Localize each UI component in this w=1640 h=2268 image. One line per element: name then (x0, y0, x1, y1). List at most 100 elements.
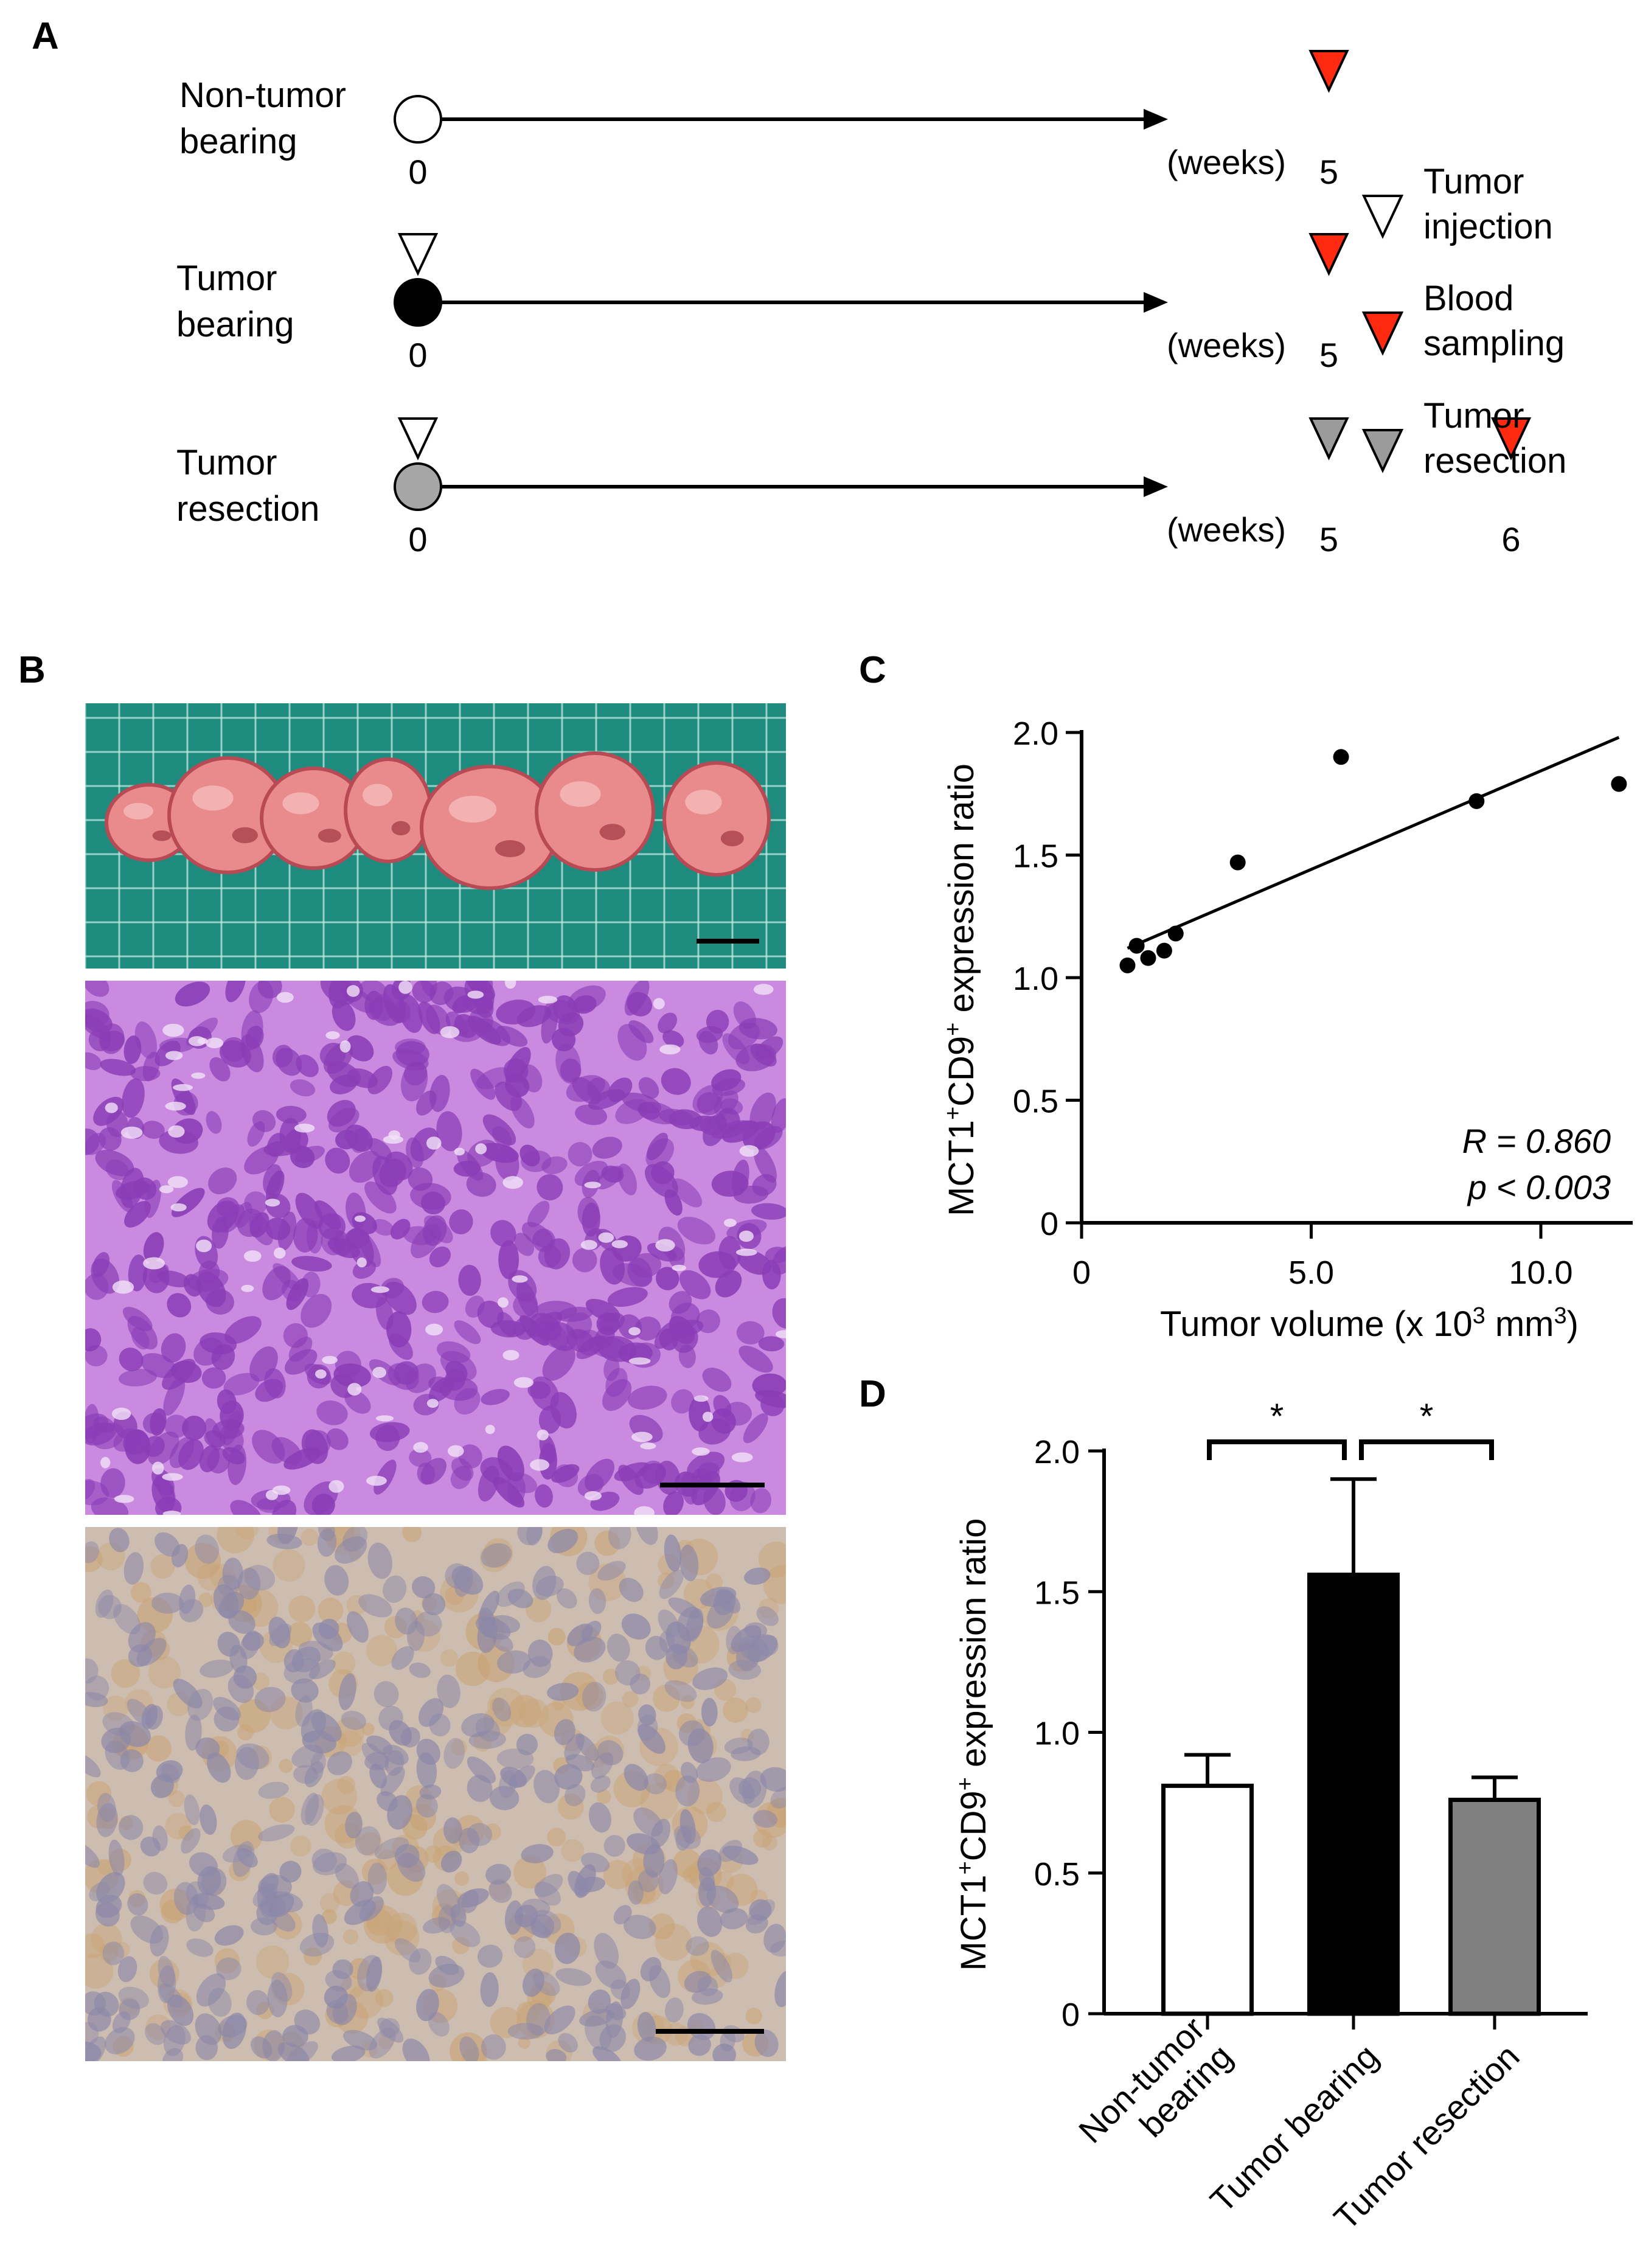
membrane-stain (349, 1958, 370, 1980)
group-circle-icon (394, 278, 442, 327)
cell-nucleus (692, 1667, 728, 1690)
stroma-gap (168, 1125, 185, 1138)
cell-nucleus (85, 1273, 109, 1300)
cell-nucleus (305, 1794, 324, 1826)
membrane-stain (758, 1541, 786, 1578)
cell-nucleus (214, 1706, 240, 1732)
y-axis-title: MCT1+CD9+ expression ratio (953, 1518, 993, 1971)
cell-nucleus (358, 1594, 392, 1618)
cell-nucleus (105, 2027, 135, 2054)
cell-nucleus (295, 1146, 325, 1163)
stroma-gap (322, 1355, 338, 1365)
stroma-gap (372, 1366, 387, 1379)
cell-nucleus (200, 1659, 234, 1678)
stroma-gap (241, 1284, 254, 1292)
tumor-injection-marker-icon (397, 417, 439, 461)
cell-nucleus (377, 2017, 404, 2043)
cell-nucleus (397, 1852, 426, 1882)
cell-nucleus (309, 1659, 336, 1680)
cell-nucleus (85, 2022, 99, 2045)
legend-label: resection (1423, 441, 1566, 481)
cell-nucleus (585, 1298, 620, 1322)
cell-nucleus (544, 1238, 571, 1270)
cell-nucleus (751, 1203, 786, 1220)
cell-nucleus (186, 1938, 214, 1957)
cell-nucleus (119, 1348, 144, 1371)
stroma-gap (723, 1219, 737, 1227)
week-tick-label: 5 (1319, 520, 1338, 558)
stroma-gap (276, 992, 294, 1003)
cell-nucleus (579, 2009, 615, 2027)
cell-nucleus (554, 1932, 580, 1964)
cell-nucleus (291, 1744, 324, 1768)
stroma-gap (653, 998, 665, 1010)
stroma-gap (776, 1330, 786, 1338)
cell-nucleus (669, 1316, 695, 1344)
membrane-stain (513, 1856, 547, 1889)
cell-nucleus (495, 1081, 522, 1111)
cell-nucleus (517, 1527, 543, 1545)
cell-nucleus (383, 1575, 407, 1603)
cell-nucleus (679, 1809, 696, 1845)
cell-nucleus (634, 1317, 661, 1341)
membrane-stain (705, 1573, 723, 1591)
cell-nucleus (698, 1418, 731, 1445)
cell-nucleus (85, 1129, 100, 1155)
y-tick-label: 0 (1040, 1206, 1058, 1242)
cell-nucleus (157, 1270, 190, 1288)
x-axis-title-part: mm (1485, 1304, 1554, 1344)
cell-nucleus (207, 1752, 231, 1783)
membrane-stain (145, 1735, 172, 1762)
scatter-chart: 0 0.5 1.0 1.5 2.0 0 5.0 10.0 R = 0.860 p < 0.003 T… (940, 715, 1633, 1344)
stroma-gap (454, 1147, 465, 1156)
cell-nucleus (314, 1200, 341, 1230)
cell-nucleus (429, 981, 454, 1006)
cell-nucleus (428, 1963, 465, 1988)
cell-nucleus (478, 1466, 499, 1502)
cell-nucleus (271, 1972, 293, 2002)
cell-nucleus (640, 1957, 662, 1981)
stroma-gap (584, 1181, 602, 1189)
panel-b-letter: B (18, 649, 46, 691)
cell-nucleus (436, 1111, 462, 1152)
cell-nucleus (338, 1673, 356, 1711)
tumor-specimen (662, 761, 771, 877)
cell-nucleus (497, 1312, 516, 1337)
cell-nucleus (330, 1074, 358, 1094)
membrane-stain (217, 1527, 254, 1554)
cell-nucleus (492, 1697, 512, 1722)
cell-nucleus (269, 1908, 296, 1932)
membrane-stain (321, 1778, 358, 1815)
cell-nucleus (108, 1839, 125, 1876)
cell-nucleus (113, 1604, 141, 1635)
stroma-gap (502, 1350, 519, 1361)
stat-annotation: R = 0.860 (1462, 1122, 1611, 1160)
cell-nucleus (134, 1021, 158, 1059)
legend-label: sampling (1423, 324, 1565, 363)
cell-nucleus (743, 1413, 768, 1444)
membrane-stain (654, 1764, 680, 1790)
stroma-gap (197, 1037, 208, 1045)
panel-a-letter: A (32, 15, 59, 57)
cell-nucleus (749, 1092, 776, 1131)
cell-nucleus (582, 1682, 606, 1712)
cell-nucleus (526, 1527, 543, 1546)
cell-nucleus (771, 1098, 786, 1133)
cell-nucleus (408, 1948, 432, 1975)
cell-nucleus (296, 1054, 319, 1077)
membrane-stain (290, 1835, 311, 1857)
x-axis-title-part: ) (1567, 1304, 1579, 1344)
membrane-stain (649, 1913, 675, 1939)
membrane-stain (455, 1651, 490, 1686)
cell-nucleus (468, 1730, 506, 1749)
cell-nucleus (217, 1389, 237, 1414)
cell-nucleus (713, 1589, 736, 1615)
cell-nucleus (450, 1466, 472, 1489)
cell-nucleus (479, 1143, 519, 1163)
y-axis-title-part: + (953, 1861, 978, 1874)
cell-nucleus (390, 1219, 411, 1240)
cell-nucleus (85, 1991, 106, 2016)
membrane-stain (762, 1835, 777, 1851)
cell-nucleus (173, 1678, 203, 1709)
